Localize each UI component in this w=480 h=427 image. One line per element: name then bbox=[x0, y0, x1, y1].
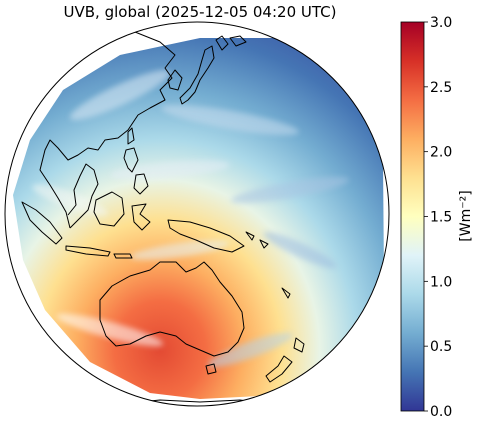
philippines-coastline bbox=[123, 147, 139, 173]
colorbar-tick-label: 1.0 bbox=[430, 274, 452, 290]
sumatra-coastline bbox=[21, 201, 63, 245]
colorbar-label: [Wm⁻²] bbox=[458, 190, 474, 241]
new-zealand-coastline bbox=[293, 337, 305, 353]
colorbar-tick-label: 2.5 bbox=[430, 80, 452, 96]
colorbar: 0.0 0.5 1.0 1.5 2.0 2.5 3.0 [Wm⁻²] bbox=[400, 15, 474, 420]
colorbar-tick-label: 2.0 bbox=[430, 145, 452, 161]
colorbar-tick-label: 0.0 bbox=[430, 404, 452, 420]
colorbar-ramp bbox=[400, 21, 425, 412]
antarctica-coastline bbox=[119, 399, 271, 405]
taiwan-coastline bbox=[127, 127, 135, 145]
colorbar-tick-label: 3.0 bbox=[430, 15, 452, 31]
colorbar-tick-label: 0.5 bbox=[430, 339, 452, 355]
globe-field bbox=[13, 29, 384, 405]
australia-coastline bbox=[99, 261, 245, 357]
java-coastline bbox=[65, 245, 111, 257]
uvb-field bbox=[13, 38, 384, 399]
colorbar-ticks: 0.0 0.5 1.0 1.5 2.0 2.5 3.0 bbox=[424, 15, 452, 420]
asia-coastline bbox=[39, 29, 176, 229]
globe-outline bbox=[4, 21, 390, 407]
new-guinea-coastline bbox=[167, 219, 245, 253]
colorbar-tick-label: 1.5 bbox=[430, 210, 452, 226]
borneo-coastline bbox=[93, 191, 125, 227]
korea-coastline bbox=[167, 69, 183, 91]
sulawesi-coastline bbox=[131, 203, 151, 231]
plot-title: UVB, global (2025-12-05 04:20 UTC) bbox=[63, 3, 337, 21]
tasmania-coastline bbox=[205, 363, 217, 375]
japan-coastline bbox=[179, 45, 215, 105]
indochina-coastline bbox=[67, 163, 99, 229]
